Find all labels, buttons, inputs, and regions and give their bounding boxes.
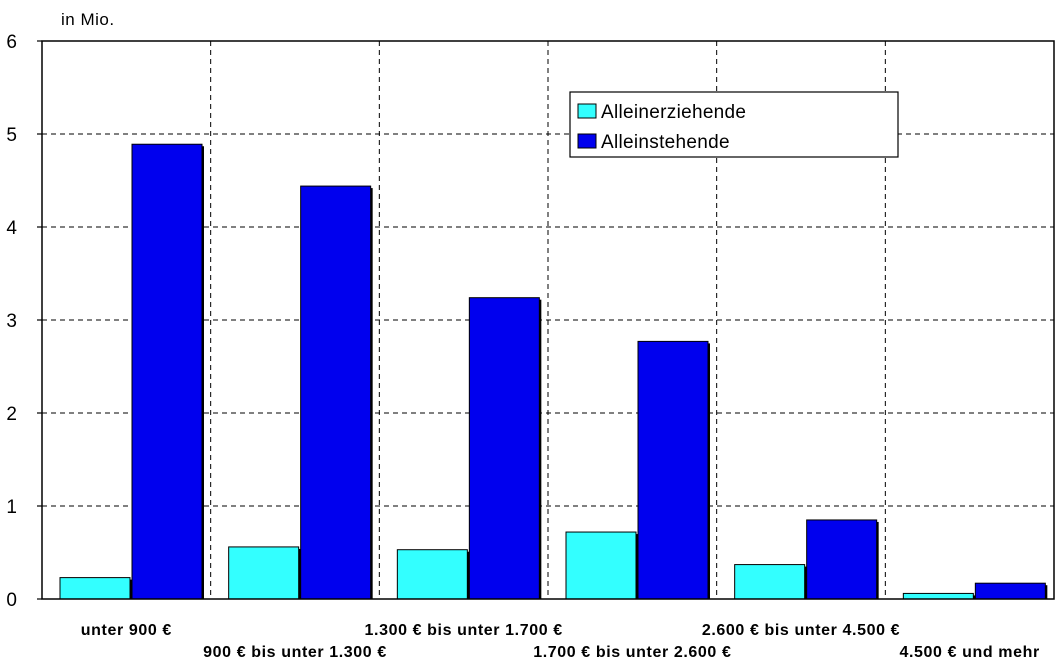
legend: Alleinerziehende Alleinstehende bbox=[569, 91, 899, 158]
x-category-label: unter 900 € bbox=[81, 622, 172, 639]
x-category-label: 900 € bis unter 1.300 € bbox=[203, 644, 387, 661]
x-axis-category-labels: unter 900 € 900 € bis unter 1.300 € 1.300 … bbox=[81, 622, 1040, 661]
bar-alleinerziehende bbox=[902, 592, 974, 600]
legend-swatch bbox=[577, 103, 597, 119]
bar-alleinstehende bbox=[468, 297, 540, 600]
bar-alleinerziehende bbox=[734, 564, 806, 600]
y-axis-ticks: 0 1 2 3 4 5 6 bbox=[6, 32, 42, 611]
y-tick-label: 1 bbox=[6, 497, 17, 518]
x-category-label: 1.300 € bis unter 1.700 € bbox=[365, 622, 563, 639]
bar-alleinstehende bbox=[131, 143, 203, 600]
bar-alleinerziehende bbox=[565, 531, 637, 600]
y-tick-label: 0 bbox=[6, 590, 17, 611]
legend-swatch bbox=[577, 133, 597, 149]
legend-label: Alleinstehende bbox=[601, 132, 730, 153]
bar-alleinstehende bbox=[974, 582, 1046, 600]
bars bbox=[59, 143, 1048, 600]
bar-alleinstehende bbox=[637, 340, 709, 600]
legend-label: Alleinerziehende bbox=[601, 102, 746, 123]
x-category-label: 1.700 € bis unter 2.600 € bbox=[533, 644, 731, 661]
y-tick-label: 4 bbox=[6, 218, 17, 239]
bar-alleinstehende bbox=[806, 519, 878, 600]
x-category-label: 2.600 € bis unter 4.500 € bbox=[702, 622, 900, 639]
x-category-label: 4.500 € und mehr bbox=[900, 644, 1040, 661]
legend-box bbox=[569, 91, 899, 158]
y-tick-label: 2 bbox=[6, 404, 17, 425]
bar-alleinerziehende bbox=[228, 546, 300, 600]
bar-alleinerziehende bbox=[59, 577, 131, 600]
y-axis-unit-label: in Mio. bbox=[61, 10, 115, 29]
y-tick-label: 5 bbox=[6, 125, 17, 146]
bar-alleinerziehende bbox=[396, 549, 468, 600]
bar-alleinstehende bbox=[300, 185, 372, 600]
y-tick-label: 3 bbox=[6, 311, 17, 332]
y-tick-label: 6 bbox=[6, 32, 17, 53]
